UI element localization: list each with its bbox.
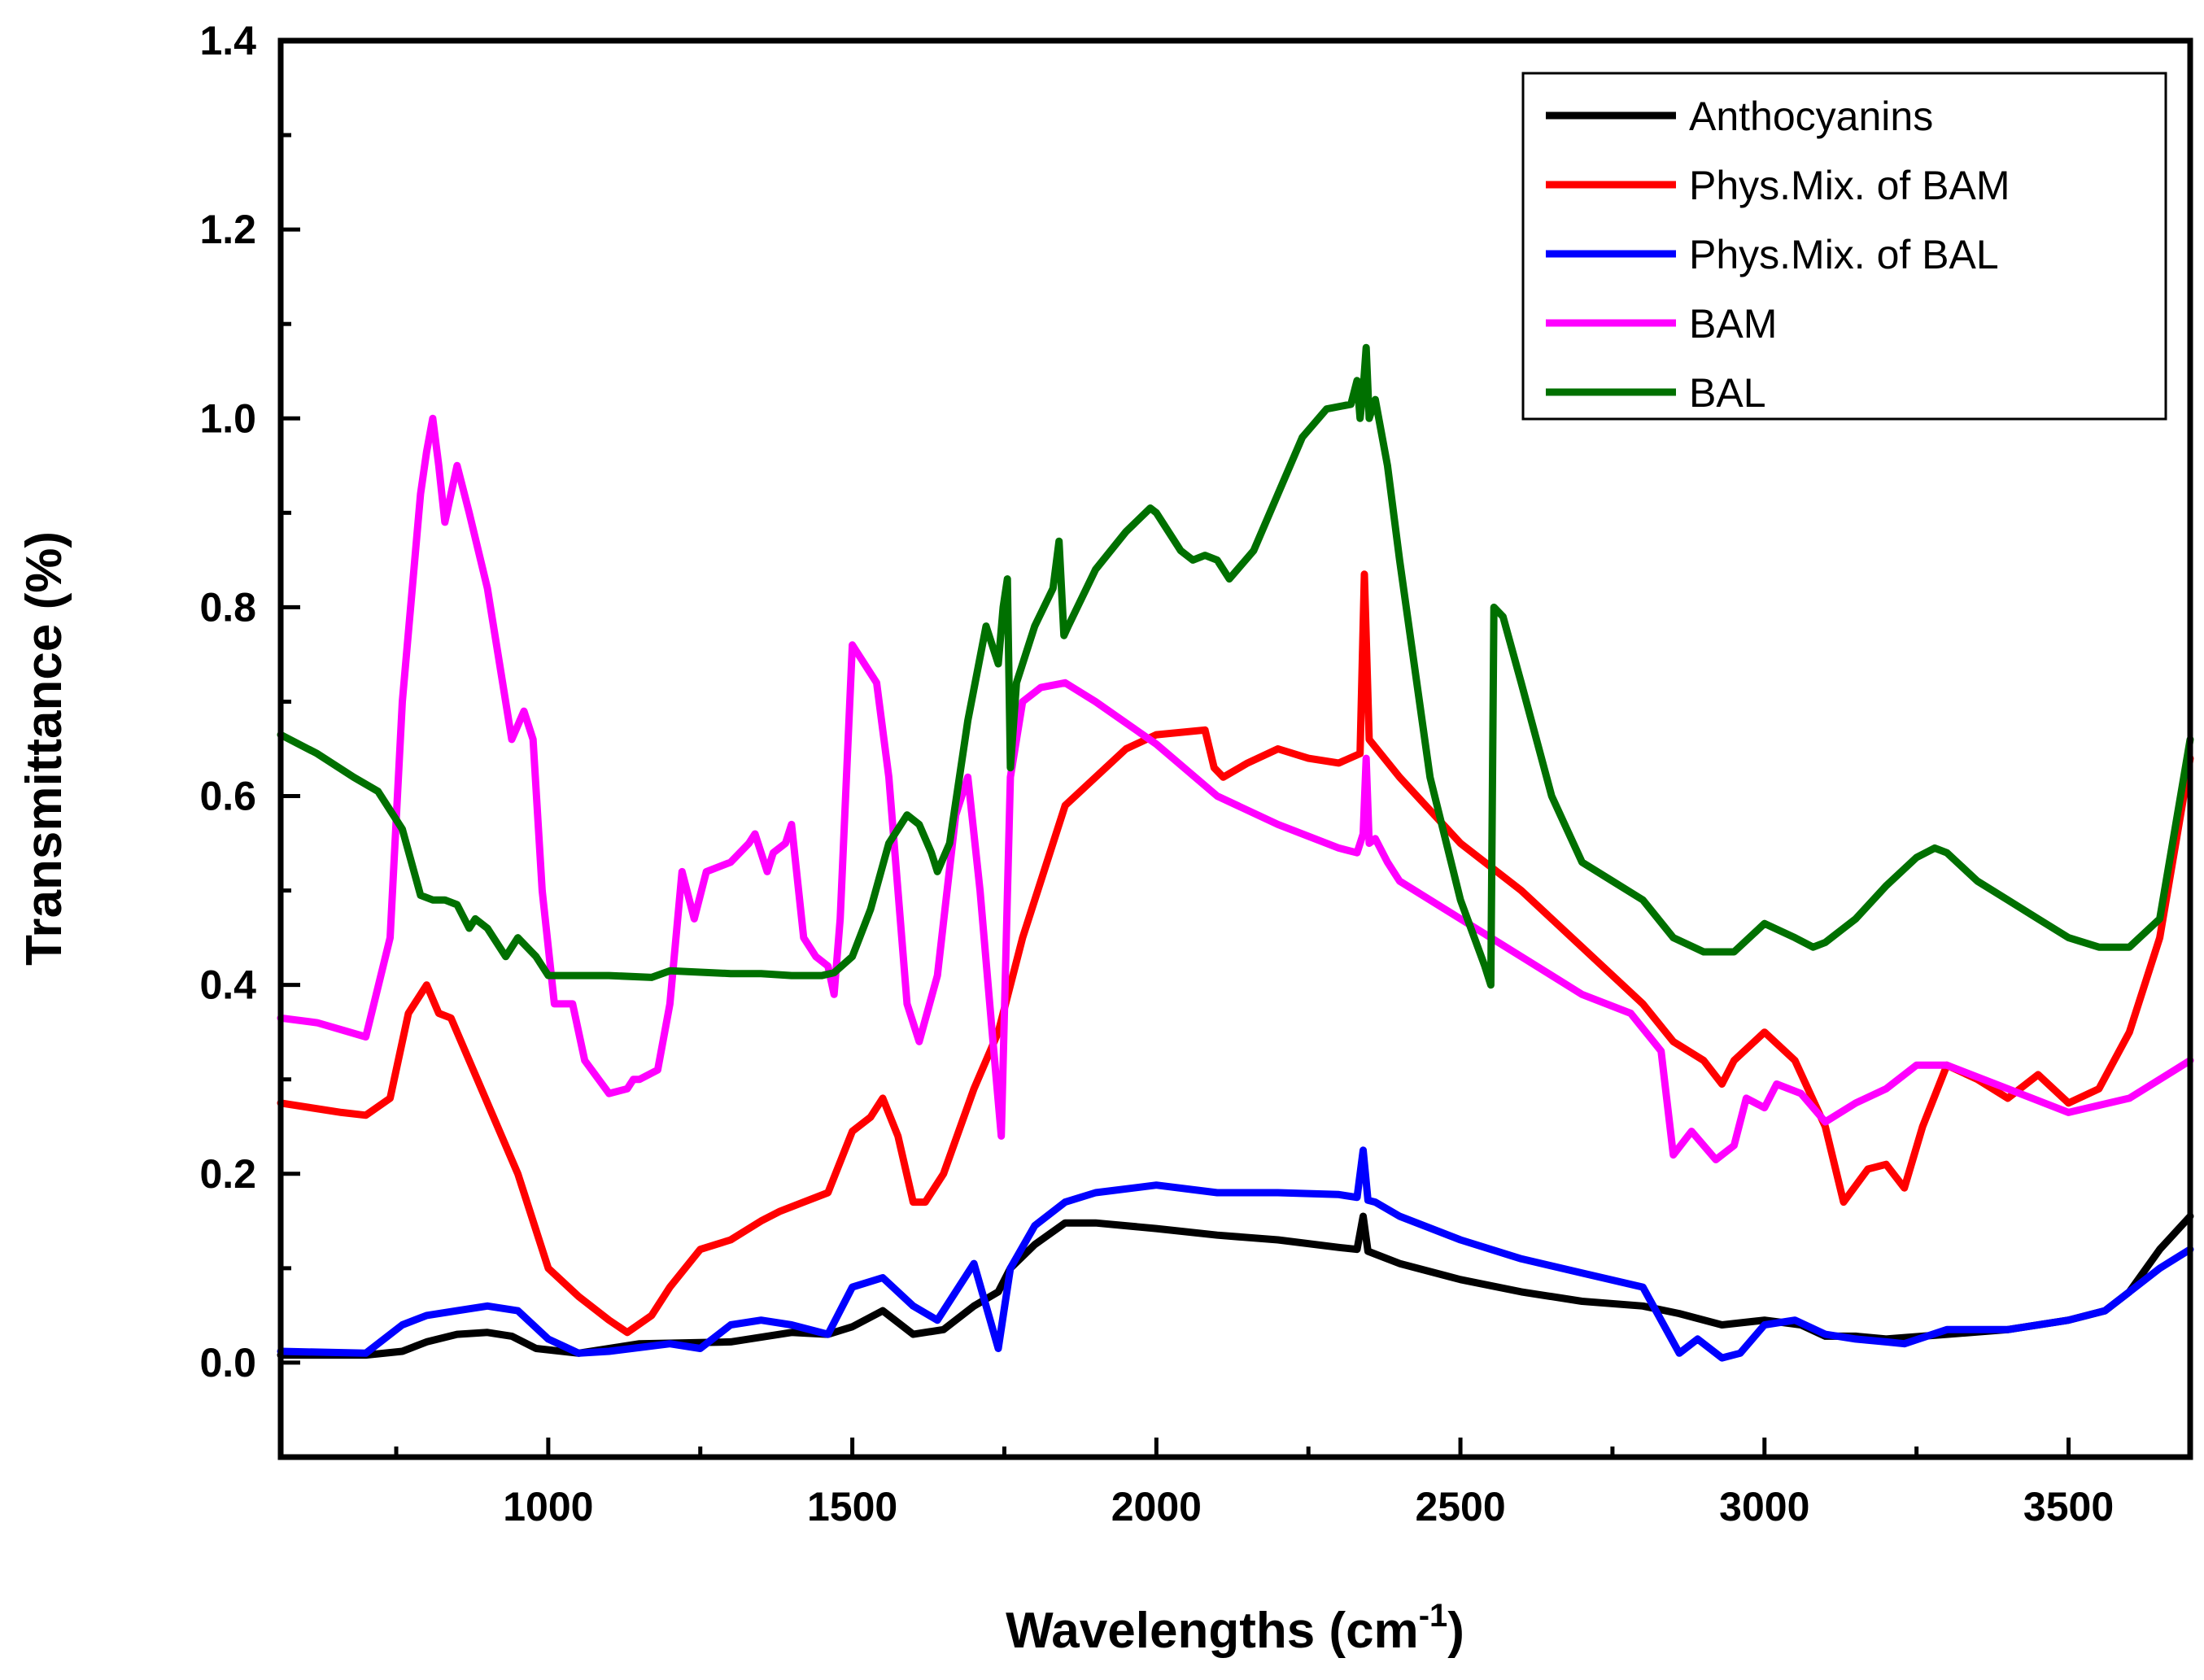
legend-label-4: BAL	[1689, 370, 1766, 416]
tick-layer	[281, 38, 2071, 1460]
legend-label-3: BAM	[1689, 301, 1777, 347]
x-tick-label: 2000	[1111, 1484, 1202, 1529]
x-axis-title-superscript: -1	[1419, 1598, 1448, 1634]
series-line-1	[277, 570, 2194, 1337]
series-line-4	[277, 343, 2194, 989]
series-layer	[277, 343, 2194, 1362]
y-tick-label: 1.2	[199, 207, 256, 252]
legend-label-2: Phys.Mix. of BAL	[1689, 232, 1999, 277]
series-line-2	[277, 1146, 2194, 1362]
y-tick-label: 1.0	[199, 395, 256, 441]
y-tick-label: 0.0	[199, 1340, 256, 1385]
legend-label-0: Anthocyanins	[1689, 94, 1933, 139]
tick-label-layer: 1000 1500 2000 2500 3000 3500 0.0 0.2 0.4 0.6 0.8 1…	[199, 18, 2114, 1529]
legend-label-1: Phys.Mix. of BAM	[1689, 163, 2010, 208]
x-tick-label: 1500	[807, 1484, 897, 1529]
y-tick-label: 0.8	[199, 584, 256, 630]
y-tick-label: 0.4	[199, 962, 256, 1008]
x-tick-label: 3000	[1719, 1484, 1809, 1529]
x-axis-title-end: )	[1447, 1603, 1464, 1659]
x-axis-title-main: Wavelengths (cm	[1006, 1603, 1419, 1659]
series-line-3	[277, 414, 2194, 1163]
x-tick-label: 2500	[1415, 1484, 1505, 1529]
x-tick-label: 3500	[2023, 1484, 2114, 1529]
y-tick-label: 0.2	[199, 1151, 256, 1197]
x-tick-label: 1000	[503, 1484, 593, 1529]
plot-frame	[277, 37, 2193, 1460]
legend: Anthocyanins Phys.Mix. of BAM Phys.Mix. of…	[1521, 72, 2167, 421]
y-tick-label: 0.6	[199, 774, 256, 819]
y-axis-title: Transmittance (%)	[16, 531, 72, 966]
legend-box	[1521, 72, 2167, 421]
x-axis-title: Wavelengths (cm-1)	[1006, 1598, 1464, 1659]
y-tick-label: 1.4	[199, 18, 256, 63]
